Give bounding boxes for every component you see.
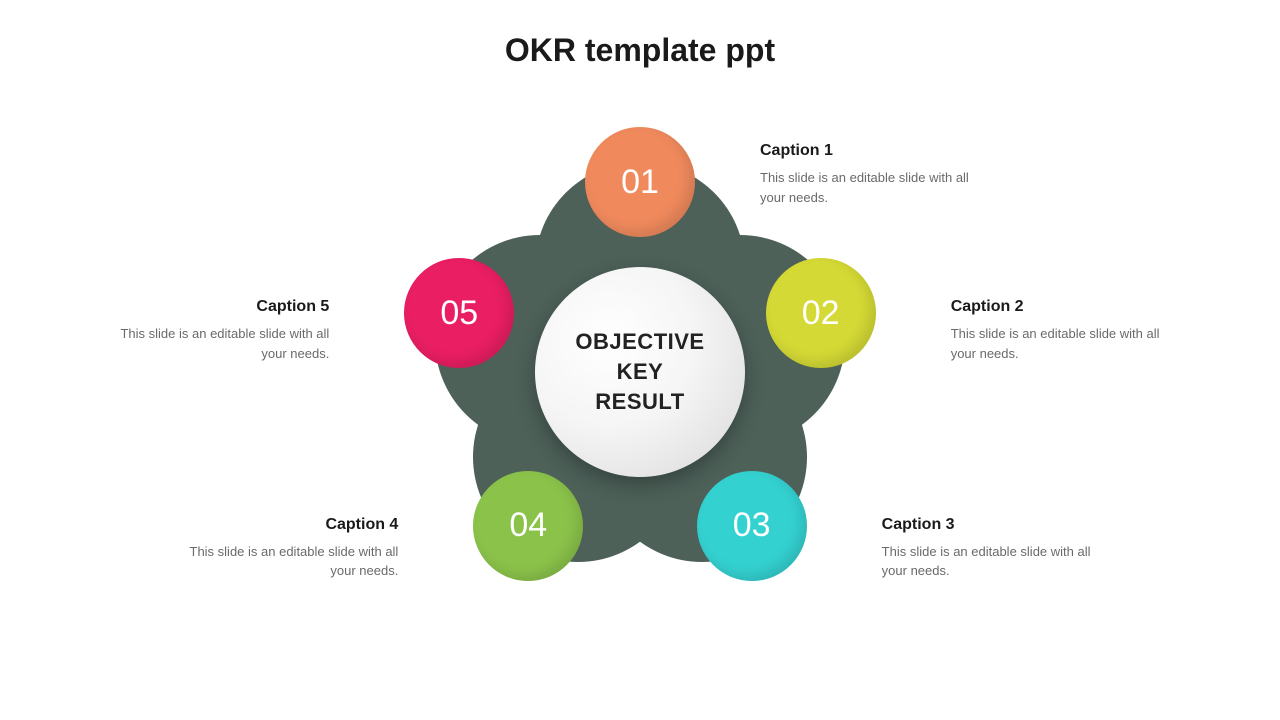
- step-number: 01: [621, 163, 659, 202]
- step-number: 05: [440, 294, 478, 333]
- caption-body: This slide is an editable slide with all…: [951, 324, 1171, 363]
- step-number: 04: [509, 506, 547, 545]
- okr-diagram: OBJECTIVEKEYRESULT01Caption 1This slide …: [340, 72, 940, 672]
- step-circle-2: 02: [766, 258, 876, 368]
- center-circle: OBJECTIVE KEY RESULT: [535, 267, 745, 477]
- step-circle-4: 04: [473, 471, 583, 581]
- step-number: 03: [733, 506, 771, 545]
- caption-title: Caption 2: [951, 298, 1171, 316]
- step-number: 02: [802, 294, 840, 333]
- caption-title: Caption 1: [760, 142, 980, 160]
- caption-2: Caption 2 This slide is an editable slide…: [951, 298, 1171, 363]
- center-line3: RESULT: [595, 389, 684, 414]
- caption-body: This slide is an editable slide with all…: [760, 168, 980, 207]
- caption-1: Caption 1 This slide is an editable slide…: [760, 142, 980, 207]
- caption-title: Caption 4: [178, 516, 398, 534]
- caption-3: Caption 3 This slide is an editable slide…: [882, 516, 1102, 581]
- caption-5: Caption 5 This slide is an editable slide…: [109, 298, 329, 363]
- caption-title: Caption 5: [109, 298, 329, 316]
- caption-body: This slide is an editable slide with all…: [882, 542, 1102, 581]
- center-line1: OBJECTIVE: [575, 329, 704, 354]
- step-circle-3: 03: [697, 471, 807, 581]
- slide-title: OKR template ppt: [0, 32, 1280, 69]
- caption-title: Caption 3: [882, 516, 1102, 534]
- center-text: OBJECTIVE KEY RESULT: [575, 327, 704, 416]
- caption-4: Caption 4 This slide is an editable slide…: [178, 516, 398, 581]
- step-circle-5: 05: [404, 258, 514, 368]
- step-circle-1: 01: [585, 127, 695, 237]
- caption-body: This slide is an editable slide with all…: [178, 542, 398, 581]
- caption-body: This slide is an editable slide with all…: [109, 324, 329, 363]
- center-line2: KEY: [617, 359, 664, 384]
